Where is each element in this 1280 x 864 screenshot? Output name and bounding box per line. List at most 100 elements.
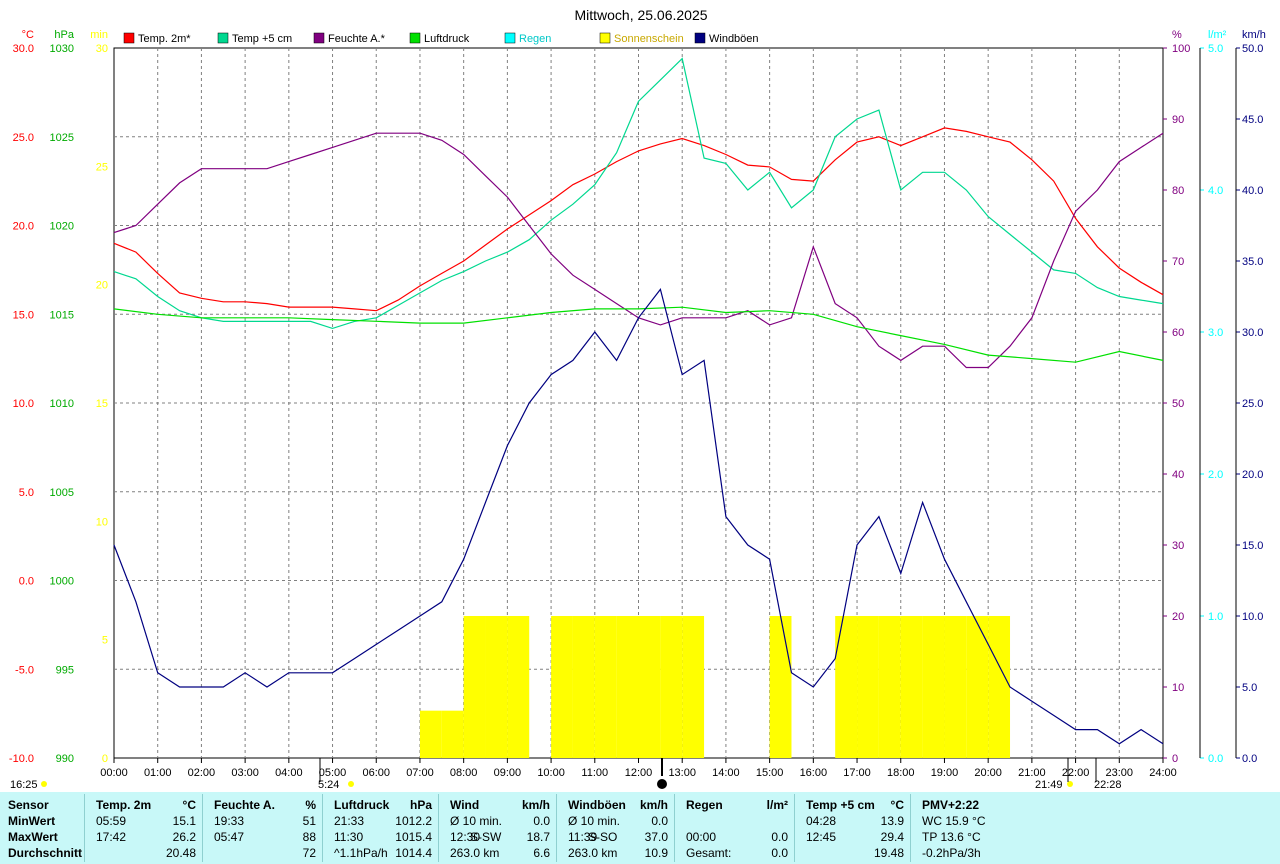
wind-axis-unit: km/h [1242, 29, 1266, 41]
wind-axis-tick-label: 0.0 [1242, 753, 1257, 765]
x-tick-label: 10:00 [537, 767, 565, 779]
stats-unit: l/m² [766, 798, 788, 812]
stats-row-label: MinWert [8, 814, 56, 828]
stats-cell-time: -0.2hPa/3h [922, 846, 981, 860]
stats-cell-time: 263.0 km [568, 846, 618, 860]
x-tick-label: 00:00 [100, 767, 128, 779]
stats-separator [438, 794, 439, 862]
stats-header: Feuchte A. [214, 798, 275, 812]
sunshine-bar [922, 616, 945, 758]
sun-axis-tick-label: 15 [96, 398, 108, 410]
wind-axis-tick-label: 40.0 [1242, 185, 1263, 197]
stats-cell-time: 05:59 [96, 814, 127, 828]
sunshine-bar [485, 616, 508, 758]
stats-header: Luftdruck [334, 798, 390, 812]
sunshine-bar [769, 616, 792, 758]
pressure-axis-tick-label: 990 [56, 753, 74, 765]
legend-swatch [599, 32, 611, 44]
stats-cell-value: 0.0 [771, 830, 788, 844]
legend-label: Windböen [709, 33, 759, 45]
stats-separator [794, 794, 795, 862]
pressure-axis-tick-label: 1025 [50, 132, 74, 144]
wind-axis-tick-label: 20.0 [1242, 469, 1263, 481]
wind-axis-tick-label: 5.0 [1242, 682, 1257, 694]
sunshine-bar [638, 616, 661, 758]
temp-axis-tick-label: -5.0 [15, 664, 34, 676]
rain-axis-tick-label: 5.0 [1208, 43, 1223, 55]
stats-separator [322, 794, 323, 862]
wind-axis-tick-label: 45.0 [1242, 114, 1263, 126]
moonrise-time: 22:28 [1094, 779, 1122, 791]
x-tick-label: 21:00 [1018, 767, 1046, 779]
wind-axis-tick-label: 50.0 [1242, 43, 1263, 55]
stats-unit: km/h [521, 798, 550, 812]
series-line-luftdruck [113, 306, 1164, 363]
temp-axis-tick-label: 0.0 [19, 576, 34, 588]
sun-axis-tick-label: 20 [96, 280, 108, 292]
stats-cell-time: 19:33 [214, 814, 245, 828]
humidity-axis-tick-label: 20 [1172, 611, 1184, 623]
humidity-axis-tick-label: 80 [1172, 185, 1184, 197]
x-tick-label: 18:00 [887, 767, 915, 779]
stats-cell-time: 12:45 [806, 830, 837, 844]
x-tick-label: 02:00 [188, 767, 216, 779]
stats-cell-time: 00:00 [686, 830, 717, 844]
noon-icon [657, 779, 667, 789]
temp-axis-tick-label: 10.0 [13, 398, 34, 410]
sunshine-bar [507, 616, 530, 758]
stats-column: Wind km/h Ø 10 min. 0.0 12:30 S-SW 18.7 263.0 k… [442, 792, 560, 864]
legend-label: Regen [519, 33, 551, 45]
chart-title: Mittwoch, 25.06.2025 [574, 7, 707, 23]
stats-row-label: MaxWert [8, 830, 58, 844]
stats-cell-value: 15.1 [172, 814, 196, 828]
stats-cell-time: 17:42 [96, 830, 127, 844]
stats-separator [910, 794, 911, 862]
humidity-axis-tick-label: 0 [1172, 753, 1178, 765]
stats-header: Sensor [8, 798, 49, 812]
series-lines [113, 57, 1164, 745]
sun-axis-tick-label: 0 [102, 753, 108, 765]
temp-axis-tick-label: 30.0 [13, 43, 34, 55]
series-line-temp-2m- [113, 127, 1164, 312]
temp-axis-tick-label: 25.0 [13, 132, 34, 144]
stats-cell-time: 12:30 [450, 830, 481, 844]
sunshine-bar [463, 616, 486, 758]
pressure-axis-unit: hPa [54, 29, 74, 41]
x-tick-label: 09:00 [494, 767, 522, 779]
stats-header: PMV+2:22 [922, 798, 980, 812]
stats-cell-value: 37.0 [644, 830, 668, 844]
stats-header: Regen [686, 798, 723, 812]
temp-axis-tick-label: 5.0 [19, 487, 34, 499]
stats-cell-dir: S-SW [470, 830, 502, 844]
x-tick-label: 14:00 [712, 767, 740, 779]
sunshine-bar [551, 616, 573, 758]
sunshine-bar [835, 616, 858, 758]
stats-cell-value: 0.0 [771, 846, 788, 860]
x-tick-label: 07:00 [406, 767, 434, 779]
stats-separator [84, 794, 85, 862]
rain-axis-tick-label: 4.0 [1208, 185, 1223, 197]
x-tick-label: 06:00 [362, 767, 390, 779]
stats-cell-value: 0.0 [651, 814, 668, 828]
humidity-axis-tick-label: 40 [1172, 469, 1184, 481]
stats-cell-time: 04:28 [806, 814, 837, 828]
humidity-axis-tick-label: 10 [1172, 682, 1184, 694]
sunshine-bar [616, 616, 639, 758]
stats-cell-value: 1014.4 [395, 846, 432, 860]
temp-axis-tick-label: -10.0 [9, 753, 34, 765]
rain-axis-tick-label: 2.0 [1208, 469, 1223, 481]
x-tick-label: 17:00 [843, 767, 871, 779]
temp-axis-unit: °C [22, 29, 34, 41]
x-tick-label: 11:00 [581, 767, 608, 779]
stats-unit: °C [890, 798, 904, 812]
sunshine-bars [419, 616, 1011, 758]
stats-column: Feuchte A.% 19:33 51 05:47 88 72 [206, 792, 326, 864]
legend-label: Luftdruck [424, 33, 470, 45]
stats-unit: km/h [639, 798, 668, 812]
sun-axis-tick-label: 30 [96, 43, 108, 55]
stats-cell-time: 263.0 km [450, 846, 500, 860]
legend-swatch [504, 32, 516, 44]
axes: 00:00 01:00 02:00 03:00 04:00 05:00 06:00 07:00… [9, 29, 1266, 779]
x-tick-label: 24:00 [1149, 767, 1177, 779]
